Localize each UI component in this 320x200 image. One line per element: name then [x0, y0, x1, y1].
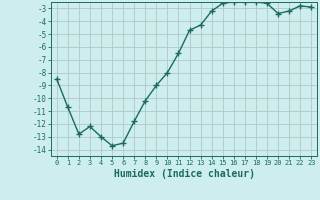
X-axis label: Humidex (Indice chaleur): Humidex (Indice chaleur): [114, 169, 254, 179]
